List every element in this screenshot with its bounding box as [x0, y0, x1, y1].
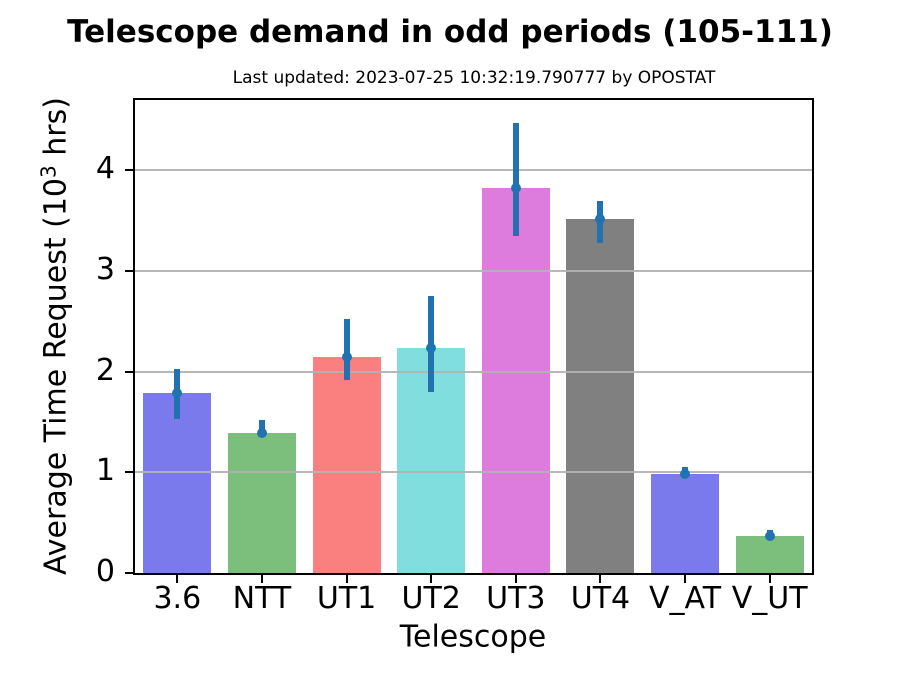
gridline-y3 [135, 270, 812, 273]
x-tick-UT2 [430, 575, 433, 583]
gridline-y1 [135, 471, 812, 474]
error-bar-UT3 [512, 123, 519, 236]
y-tick-label-4: 4 [95, 151, 115, 187]
x-tick-label-UT2: UT2 [401, 581, 461, 616]
y-tick-2 [125, 370, 133, 373]
error-marker-NTT [256, 428, 267, 439]
bar-UT3 [481, 187, 550, 573]
x-tick-label-V_UT: V_UT [731, 581, 808, 616]
bar-NTT [227, 433, 296, 573]
x-tick-UT3 [514, 575, 517, 583]
x-tick-label-UT3: UT3 [486, 581, 546, 616]
x-tick-UT4 [599, 575, 602, 583]
error-marker-V_UT [764, 530, 775, 541]
x-tick-label-UT1: UT1 [316, 581, 377, 616]
bar-UT4 [566, 218, 635, 573]
bar-UT1 [312, 356, 381, 573]
gridline-y4 [135, 169, 812, 172]
x-tick-3.6 [176, 575, 179, 583]
x-tick-label-V_AT: V_AT [649, 581, 722, 616]
error-marker-UT1 [341, 351, 352, 362]
y-tick-4 [125, 169, 133, 172]
x-axis-label: Telescope [399, 619, 547, 655]
chart-subtitle: Last updated: 2023-07-25 10:32:19.790777… [232, 68, 716, 88]
x-tick-label-3.6: 3.6 [153, 581, 202, 616]
bar-V_UT [735, 535, 804, 573]
bar-V_AT [651, 474, 720, 573]
chart-title: Telescope demand in odd periods (105-111… [67, 14, 833, 50]
gridline-y2 [135, 370, 812, 373]
y-tick-label-2: 2 [95, 352, 115, 388]
error-marker-V_AT [680, 469, 691, 480]
x-tick-label-UT4: UT4 [570, 581, 631, 616]
bar-3.6 [143, 392, 212, 573]
y-tick-3 [125, 270, 133, 273]
x-tick-UT1 [345, 575, 348, 583]
x-tick-NTT [260, 575, 263, 583]
plot-area: 3.6 NTT UT1 UT2 UT3 UT4 V_AT V_UT 0 1 2 3 4 [96, 98, 814, 616]
y-tick-1 [125, 471, 133, 474]
x-tick-V_AT [684, 575, 687, 583]
x-tick-V_UT [768, 575, 771, 583]
y-tick-0 [125, 572, 133, 574]
y-tick-label-3: 3 [95, 252, 115, 288]
error-bar-UT1 [343, 319, 350, 380]
y-tick-label-0: 0 [95, 554, 115, 590]
y-tick-label-1: 1 [95, 453, 115, 489]
error-marker-UT4 [595, 213, 606, 224]
error-marker-3.6 [172, 387, 183, 398]
error-marker-UT3 [510, 182, 521, 193]
x-tick-label-NTT: NTT [232, 581, 292, 616]
error-marker-UT2 [426, 342, 437, 353]
